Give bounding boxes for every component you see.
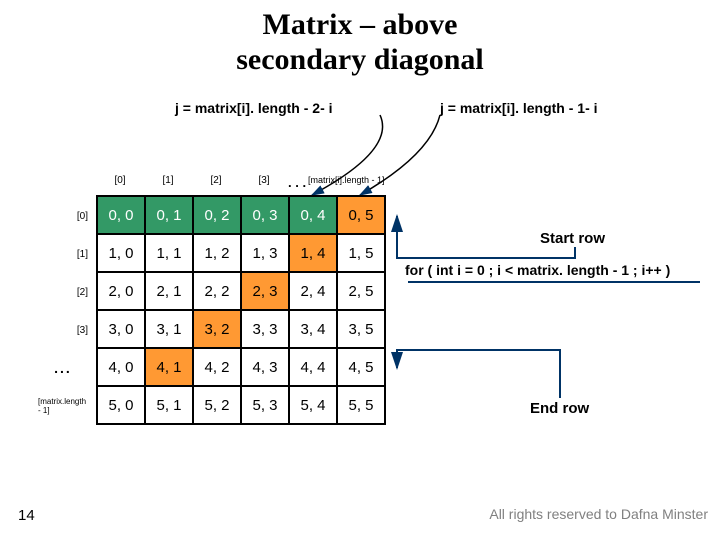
title-line2: secondary diagonal	[236, 43, 484, 76]
col-header: [1]	[144, 175, 192, 190]
row-header: [1]	[38, 235, 92, 273]
col-header: [0]	[96, 175, 144, 190]
matrix-cell: 0, 1	[145, 196, 193, 234]
matrix-cell: 4, 3	[241, 348, 289, 386]
matrix-grid: 0, 00, 10, 20, 30, 40, 51, 01, 11, 21, 3…	[96, 195, 386, 425]
matrix-cell: 3, 1	[145, 310, 193, 348]
matrix-cell: 5, 1	[145, 386, 193, 424]
matrix-cell: 0, 4	[289, 196, 337, 234]
col-header-last: [matrix[i].length - 1]	[308, 175, 398, 190]
matrix-cell: 2, 0	[97, 272, 145, 310]
row-header: [2]	[38, 273, 92, 311]
matrix-cell: 0, 5	[337, 196, 385, 234]
table-row: 4, 04, 14, 24, 34, 44, 5	[97, 348, 385, 386]
matrix-cell: 1, 0	[97, 234, 145, 272]
matrix-cell: 2, 5	[337, 272, 385, 310]
matrix-cell: 4, 4	[289, 348, 337, 386]
matrix-cell: 1, 2	[193, 234, 241, 272]
matrix-area: [0] [1] [2] [3] . . . [matrix[i].length …	[38, 175, 398, 190]
matrix-cell: 0, 3	[241, 196, 289, 234]
matrix-cell: 5, 5	[337, 386, 385, 424]
slide-number: 14	[18, 507, 35, 524]
for-loop-code: for ( int i = 0 ; i < matrix. length - 1…	[405, 262, 670, 278]
matrix-cell: 5, 3	[241, 386, 289, 424]
table-row: 0, 00, 10, 20, 30, 40, 5	[97, 196, 385, 234]
table-row: 1, 01, 11, 21, 31, 41, 5	[97, 234, 385, 272]
top-label-right: j = matrix[i]. length - 1- i	[440, 100, 598, 116]
row-headers: [0] [1] [2] [3] ... [matrix.length - 1]	[38, 197, 92, 425]
col-header: [3]	[240, 175, 288, 190]
matrix-cell: 1, 5	[337, 234, 385, 272]
matrix-cell: 2, 3	[241, 272, 289, 310]
end-row-label: End row	[530, 400, 589, 417]
matrix-cell: 1, 1	[145, 234, 193, 272]
matrix-cell: 0, 2	[193, 196, 241, 234]
top-label-left: j = matrix[i]. length - 2- i	[175, 100, 333, 116]
table-row: 5, 05, 15, 25, 35, 45, 5	[97, 386, 385, 424]
matrix-cell: 1, 4	[289, 234, 337, 272]
matrix-cell: 3, 5	[337, 310, 385, 348]
row-header-last: [matrix.length - 1]	[38, 387, 92, 425]
col-ellipsis: . . .	[288, 175, 308, 190]
row-header: [3]	[38, 311, 92, 349]
column-headers: [0] [1] [2] [3] . . . [matrix[i].length …	[96, 175, 398, 190]
title-line1: Matrix – above	[263, 8, 458, 41]
table-row: 2, 02, 12, 22, 32, 42, 5	[97, 272, 385, 310]
matrix-cell: 5, 0	[97, 386, 145, 424]
matrix-cell: 4, 2	[193, 348, 241, 386]
matrix-cell: 3, 3	[241, 310, 289, 348]
matrix-cell: 3, 0	[97, 310, 145, 348]
row-header: [0]	[38, 197, 92, 235]
col-header: [2]	[192, 175, 240, 190]
matrix-cell: 4, 1	[145, 348, 193, 386]
row-ellipsis: ...	[38, 349, 92, 387]
matrix-cell: 0, 0	[97, 196, 145, 234]
matrix-cell: 4, 0	[97, 348, 145, 386]
matrix-cell: 2, 2	[193, 272, 241, 310]
table-row: 3, 03, 13, 23, 33, 43, 5	[97, 310, 385, 348]
start-row-label: Start row	[540, 230, 605, 247]
matrix-cell: 3, 2	[193, 310, 241, 348]
matrix-cell: 4, 5	[337, 348, 385, 386]
matrix-cell: 3, 4	[289, 310, 337, 348]
matrix-cell: 5, 4	[289, 386, 337, 424]
matrix-cell: 2, 1	[145, 272, 193, 310]
matrix-cell: 1, 3	[241, 234, 289, 272]
copyright: All rights reserved to Dafna Minster	[489, 506, 708, 522]
matrix-cell: 5, 2	[193, 386, 241, 424]
slide-title: Matrix – above secondary diagonal	[0, 8, 720, 77]
matrix-cell: 2, 4	[289, 272, 337, 310]
